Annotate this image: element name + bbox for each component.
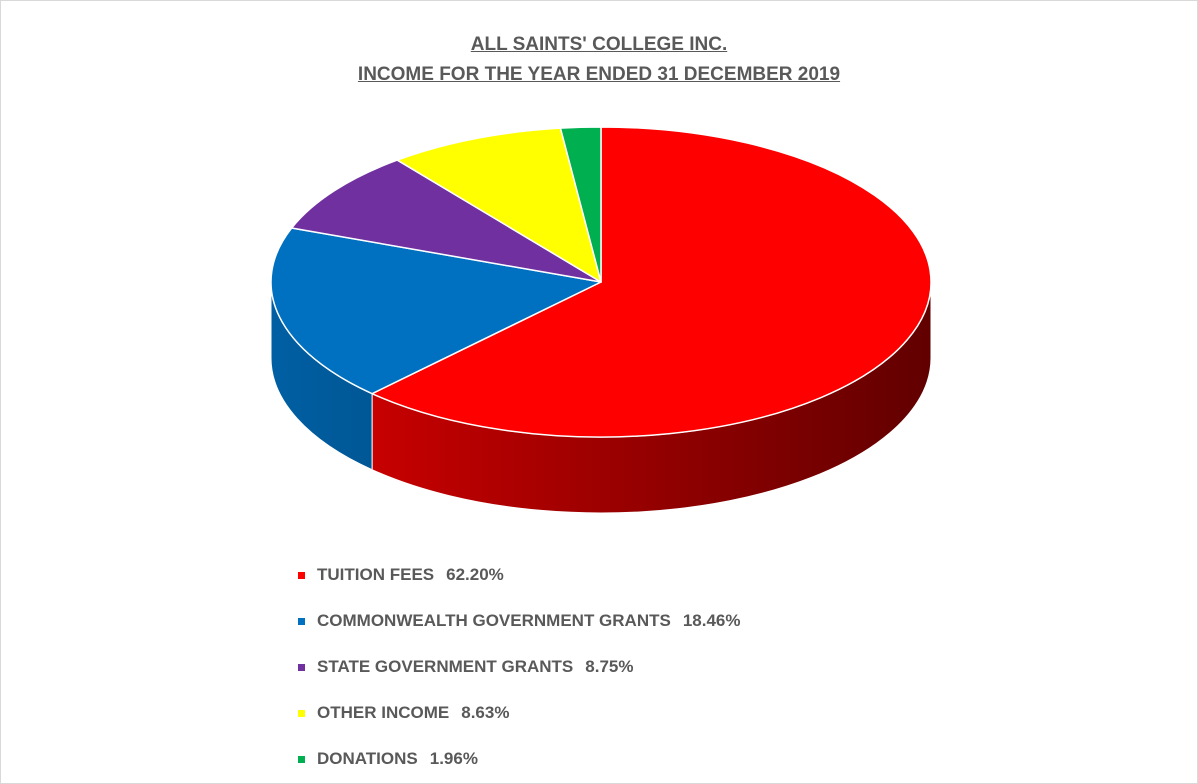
legend-label: DONATIONS: [317, 749, 418, 768]
pie-slice: [396, 127, 602, 283]
legend-label: OTHER INCOME: [317, 703, 450, 722]
chart-title: ALL SAINTS' COLLEGE INC.: [470, 34, 728, 55]
legend-value: 62.20%: [446, 565, 504, 584]
pie-slice: [270, 227, 602, 395]
legend-label: COMMONWEALTH GOVERNMENT GRANTS: [317, 611, 671, 630]
legend-swatch: [298, 755, 305, 763]
chart-subtitle: INCOME FOR THE YEAR ENDED 31 DECEMBER 20…: [357, 64, 841, 85]
legend-swatch: [298, 709, 305, 717]
legend-item: TUITION FEES 62.20%: [298, 552, 741, 598]
legend-item: STATE GOVERNMENT GRANTS 8.75%: [298, 644, 741, 690]
legend-value: 8.75%: [585, 657, 634, 676]
legend-value: 8.63%: [461, 703, 510, 722]
legend-value: 1.96%: [429, 749, 478, 768]
legend-swatch: [298, 571, 305, 579]
legend-item: OTHER INCOME 8.63%: [298, 690, 741, 736]
legend-item: COMMONWEALTH GOVERNMENT GRANTS 18.46%: [298, 598, 741, 644]
chart-title-block: ALL SAINTS' COLLEGE INC. INCOME FOR THE …: [0, 30, 1198, 90]
legend-swatch: [298, 663, 305, 671]
legend-label: TUITION FEES: [317, 565, 435, 584]
pie-slice: [290, 159, 602, 283]
legend-swatch: [298, 617, 305, 625]
pie-slice: [371, 126, 932, 438]
legend-value: 18.46%: [682, 611, 741, 630]
legend: TUITION FEES 62.20% COMMONWEALTH GOVERNM…: [298, 552, 741, 782]
pie-slice: [559, 126, 602, 283]
legend-item: DONATIONS 1.96%: [298, 736, 741, 782]
legend-label: STATE GOVERNMENT GRANTS: [317, 657, 574, 676]
pie-slices: [270, 126, 932, 438]
